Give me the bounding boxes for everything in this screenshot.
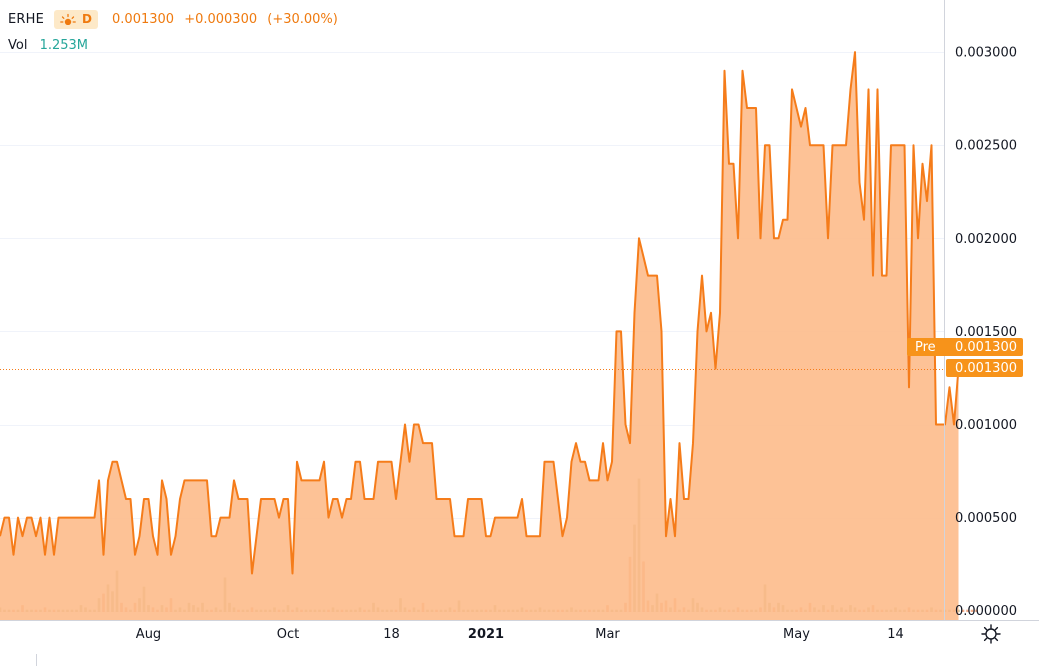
price-tick-label: 0.001500 (955, 325, 1017, 340)
volume-bar (961, 609, 965, 612)
price-change-percent: (+30.00%) (267, 11, 338, 27)
price-tick-label: 0.000500 (955, 511, 1017, 526)
last-price-badge-bg (946, 359, 1023, 377)
time-tick-label: Oct (277, 627, 299, 642)
time-tick-label: May (783, 627, 810, 642)
price-tick-label: 0.001000 (955, 418, 1017, 433)
session-pill[interactable]: D (54, 9, 99, 29)
price-tick-label: 0.002000 (955, 232, 1017, 247)
time-tick-label: 18 (383, 627, 400, 642)
chart-legend: ERHE D 0.001300 +0.000300 (+30.00%) (8, 9, 344, 29)
pre-market-badge: Pre 0.001300 (907, 338, 1023, 356)
volume-bar (970, 609, 974, 612)
price-change: +0.000300 (184, 11, 258, 27)
gear-icon (981, 624, 1001, 644)
time-tick-label: Aug (136, 627, 161, 642)
symbol-name[interactable]: ERHE (8, 11, 45, 27)
last-price-badge-value: 0.001300 (955, 361, 1017, 376)
price-tick-label: 0.002500 (955, 139, 1017, 154)
volume-label: Vol (8, 38, 28, 53)
last-price: 0.001300 (112, 11, 175, 27)
price-series (0, 51, 960, 621)
sun-icon (60, 13, 76, 25)
volume-bar (966, 609, 969, 612)
chart-settings-button[interactable] (980, 623, 1002, 645)
volume-legend: Vol 1.253M (8, 38, 88, 53)
price-axis-ticks[interactable]: 0.003000 0.002500 0.002000 0.001500 0.001000… (955, 46, 1017, 620)
time-tick-label: 2021 (468, 627, 504, 642)
volume-value: 1.253M (39, 38, 89, 53)
interval-label: D (82, 12, 93, 26)
time-tick-label: 14 (887, 627, 904, 642)
price-line (0, 51, 960, 575)
time-tick-label: Mar (595, 627, 620, 642)
pre-badge-tag: Pre (915, 340, 936, 355)
quote-values: 0.001300 +0.000300 (+30.00%) (112, 12, 344, 27)
last-price-badge: 0.001300 (946, 359, 1023, 377)
time-axis-ticks[interactable]: Aug Oct 18 2021 Mar May 14 (136, 627, 904, 642)
pre-badge-value: 0.001300 (955, 340, 1017, 355)
price-tick-label: 0.003000 (955, 46, 1017, 61)
price-area (0, 52, 959, 621)
pre-badge-bg (907, 338, 1023, 356)
volume-bar (975, 609, 978, 612)
price-tick-label: 0.000000 (955, 604, 1017, 619)
